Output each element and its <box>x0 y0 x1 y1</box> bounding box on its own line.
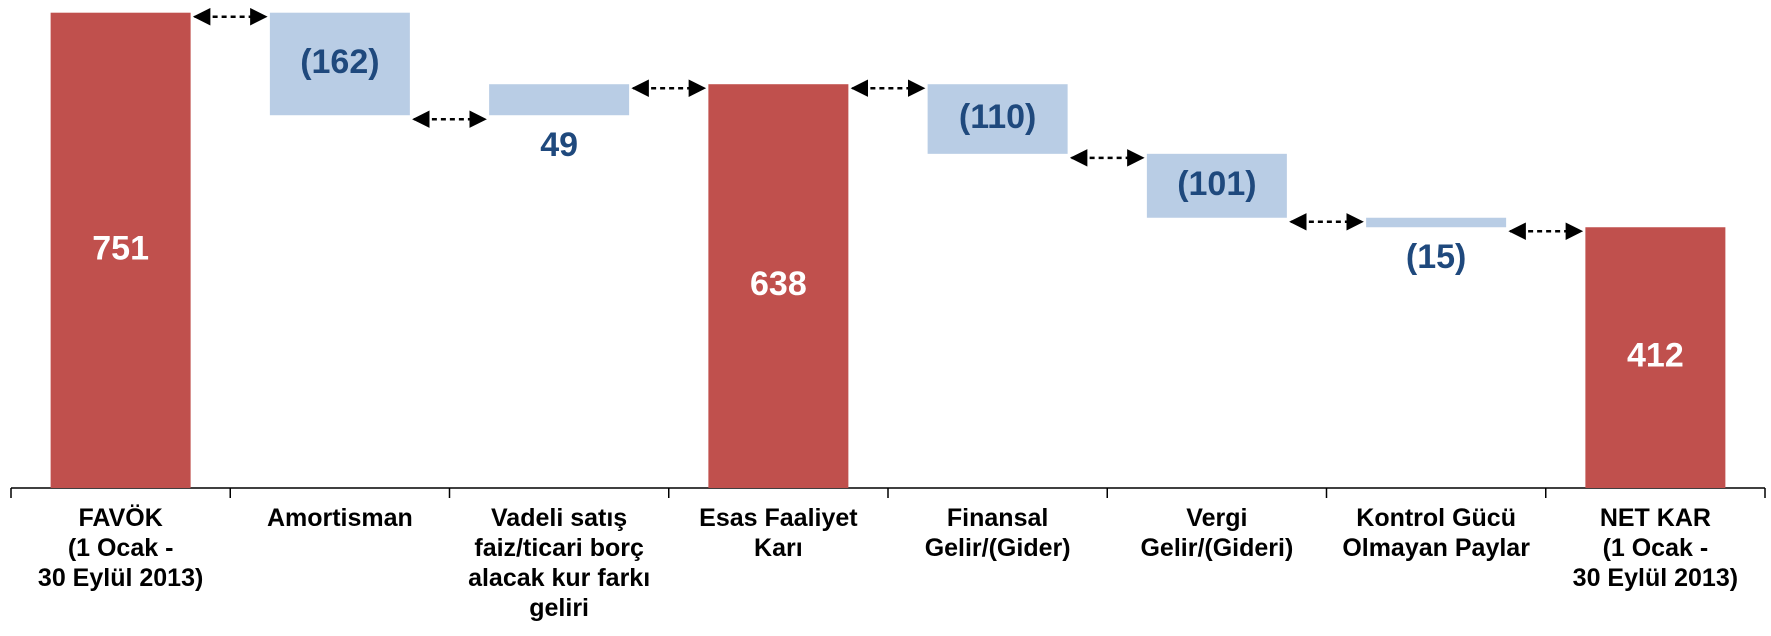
x-tick-label: Finansal Gelir/(Gider) <box>924 504 1071 562</box>
value-label: 751 <box>92 229 149 267</box>
total-bar <box>1585 227 1726 488</box>
change-bar <box>269 12 410 116</box>
value-label: (162) <box>300 43 379 81</box>
change-bar <box>927 84 1068 154</box>
x-tick-label: Amortisman <box>266 504 413 532</box>
x-tick-label: FAVÖK (1 Ocak - 30 Eylül 2013) <box>37 504 204 592</box>
value-label: (110) <box>959 98 1037 136</box>
value-label: 49 <box>540 126 578 164</box>
total-bar <box>708 84 849 488</box>
value-label: 638 <box>750 265 807 303</box>
change-bar <box>1146 153 1287 218</box>
change-bar <box>489 84 630 116</box>
value-label: (15) <box>1406 238 1466 276</box>
x-tick-label: NET KAR (1 Ocak - 30 Eylül 2013) <box>1572 504 1739 592</box>
total-bar <box>50 12 191 489</box>
change-bar <box>1366 217 1507 228</box>
x-tick-label: Vergi Gelir/(Gideri) <box>1140 504 1294 562</box>
x-tick-label: Esas Faaliyet Karı <box>699 504 858 562</box>
x-tick-label: Kontrol Gücü Olmayan Paylar <box>1342 504 1530 562</box>
value-label: 412 <box>1627 337 1684 375</box>
value-label: (101) <box>1177 165 1256 203</box>
x-tick-label: Vadeli satış faiz/ticari borç alacak kur… <box>468 504 651 622</box>
